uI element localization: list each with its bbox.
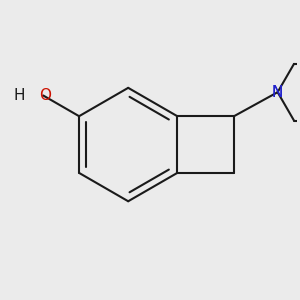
Text: O: O bbox=[39, 88, 51, 103]
Text: N: N bbox=[272, 85, 283, 100]
Text: H: H bbox=[14, 88, 25, 103]
Text: N: N bbox=[272, 85, 283, 100]
